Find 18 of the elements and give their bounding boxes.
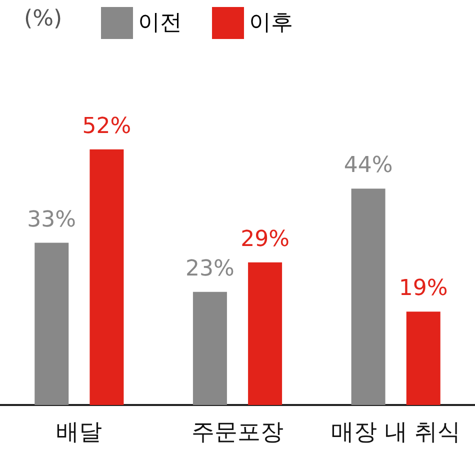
x-tick-label: 매장 내 취식 [331,420,461,446]
data-label: 19% [398,276,448,302]
text: (%) [24,6,62,32]
bar [34,242,69,405]
legend-label: 이후 [249,10,293,36]
bar [406,312,440,405]
data-label: 33% [27,207,76,232]
x-tick-label: 배달 [56,420,102,446]
bar [248,262,282,405]
data-label: 44% [344,153,393,178]
bar [351,188,386,405]
legend-label: 이전 [138,10,182,36]
bar [192,292,227,405]
bar [90,149,124,405]
data-label: 52% [82,114,132,139]
data-label: 29% [240,226,290,252]
data-label: 23% [186,256,234,282]
x-tick-label: 주문포장 [192,420,284,446]
